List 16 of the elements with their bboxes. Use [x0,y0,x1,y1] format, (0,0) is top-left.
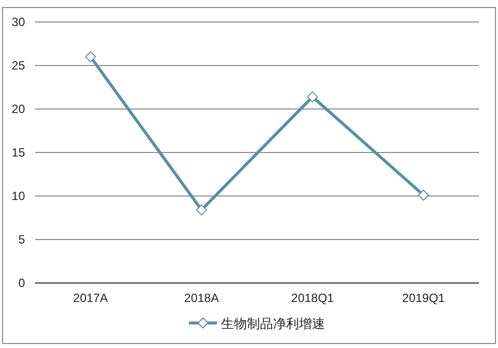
x-tick-label: 2018A [184,291,219,305]
x-tick-label: 2019Q1 [402,291,446,305]
y-tick-label: 30 [12,15,26,29]
y-tick-label: 25 [12,58,26,72]
point [196,204,207,216]
legend-label: 生物制品净利增速 [221,316,325,331]
y-tick-label: 0 [18,276,26,290]
point [418,190,429,201]
point [307,91,318,102]
x-tick-label: 2017A [73,291,108,305]
y-tick-label: 5 [18,232,26,246]
y-tick-label: 20 [12,102,26,116]
y-tick-label: 15 [12,146,26,160]
point [85,51,96,62]
y-tick-label: 10 [12,189,26,203]
x-tick-label: 2018Q1 [291,291,334,305]
